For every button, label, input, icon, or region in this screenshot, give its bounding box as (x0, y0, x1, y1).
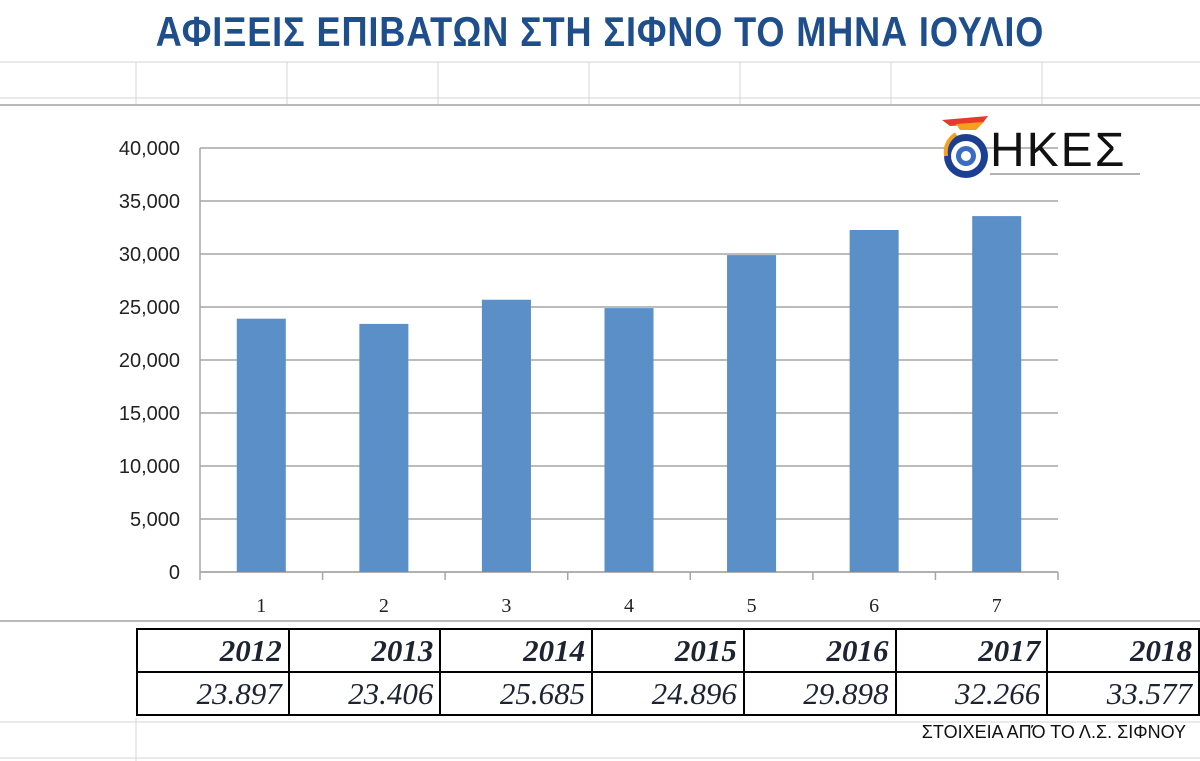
y-tick-label: 15,000 (119, 403, 180, 425)
y-tick-label: 5,000 (130, 509, 180, 531)
bar (849, 229, 899, 572)
x-tick-label: 3 (501, 595, 511, 617)
bar (236, 318, 286, 572)
x-tick-label: 7 (992, 595, 1002, 617)
value-cell: 23.897 (136, 671, 290, 716)
y-tick-label: 10,000 (119, 456, 180, 478)
table-row-values: 23.897 23.406 25.685 24.896 29.898 32.26… (136, 671, 1200, 716)
source-note: ΣΤΟΙΧΕΙΑ ΑΠΌ ΤΟ Λ.Σ. ΣΙΦΝΟΥ (921, 722, 1186, 742)
year-cell: 2013 (287, 628, 442, 673)
y-tick-label: 35,000 (119, 191, 180, 213)
y-tick-label: 20,000 (119, 350, 180, 372)
year-cell: 2017 (894, 628, 1049, 673)
logo-text: ΗΚΕΣ (990, 124, 1126, 177)
year-cell: 2015 (591, 628, 745, 673)
value-cell: 24.896 (591, 671, 745, 716)
bar-chart: 0 5,000 10,000 15,000 20,000 25,000 30,000 35,0… (119, 138, 1059, 617)
x-tick-label: 2 (379, 595, 389, 617)
table-row-years: 2012 2013 2014 2015 2016 2017 2018 (136, 628, 1200, 673)
value-cell: 29.898 (742, 671, 897, 716)
data-table: 2012 2013 2014 2015 2016 2017 2018 23.89… (136, 628, 1200, 716)
y-tick-label: 25,000 (119, 297, 180, 319)
value-cell: 23.406 (287, 671, 442, 716)
y-tick-label: 0 (169, 562, 180, 584)
year-cell: 2018 (1046, 628, 1200, 673)
year-cell: 2016 (742, 628, 897, 673)
bar (359, 323, 409, 572)
value-cell: 33.577 (1046, 671, 1200, 716)
bar (727, 255, 777, 572)
value-cell: 32.266 (894, 671, 1049, 716)
year-cell: 2012 (136, 628, 290, 673)
x-tick-label: 4 (624, 595, 634, 617)
bar (481, 299, 531, 572)
x-tick-label: 5 (747, 595, 757, 617)
value-cell: 25.685 (439, 671, 594, 716)
x-tick-label: 6 (869, 595, 879, 617)
dhkes-logo-icon: ΗΚΕΣ (942, 116, 1140, 178)
x-tick-label: 1 (256, 595, 266, 617)
bar (972, 216, 1022, 572)
y-tick-label: 30,000 (119, 244, 180, 266)
page-title: ΑΦΙΞΕΙΣ ΕΠΙΒΑΤΩΝ ΣΤΗ ΣΙΦΝΟ ΤΟ ΜΗΝΑ ΙΟΥΛΙ… (155, 8, 1045, 55)
year-cell: 2014 (439, 628, 594, 673)
chart-area[interactable]: 0 5,000 10,000 15,000 20,000 25,000 30,000 35,0… (0, 104, 1200, 622)
y-tick-label: 40,000 (119, 138, 180, 160)
bar (604, 308, 654, 572)
